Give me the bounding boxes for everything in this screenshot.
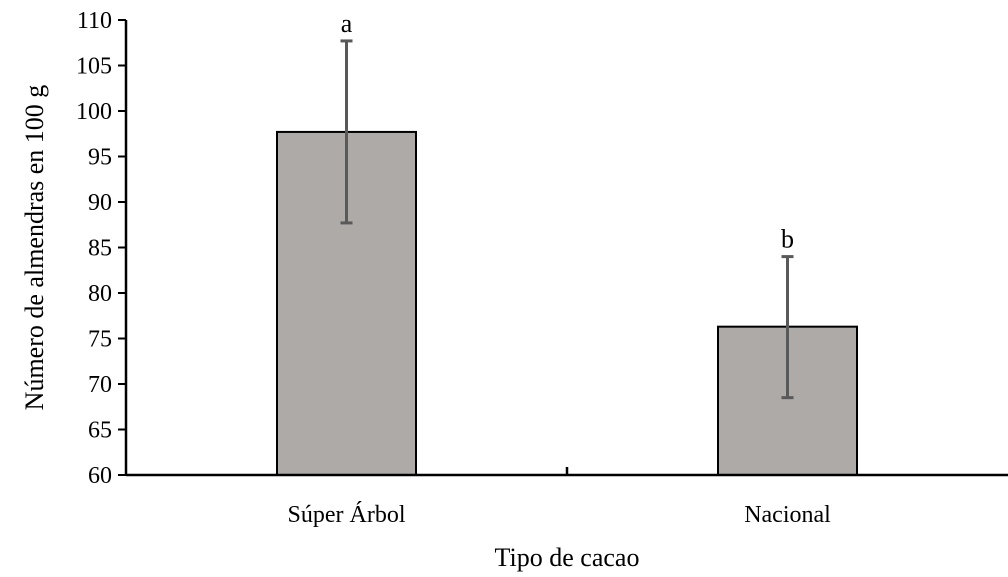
y-tick-label: 110 <box>77 8 112 34</box>
significance-label: b <box>781 225 794 254</box>
x-axis-title: Tipo de cacao <box>495 543 640 572</box>
y-tick-label: 80 <box>88 281 112 307</box>
y-tick-label: 85 <box>88 236 112 262</box>
x-tick-label: Nacional <box>744 502 831 528</box>
y-tick-label: 70 <box>88 372 112 398</box>
significance-label: a <box>341 9 353 38</box>
bars-group <box>276 130 858 477</box>
x-axis-ticks: Súper Árbol Nacional <box>288 467 831 528</box>
significance-labels-group: ab <box>341 9 794 254</box>
y-tick-label: 95 <box>88 145 112 171</box>
y-tick-label: 75 <box>88 327 112 353</box>
error-bars-group <box>340 39 794 400</box>
x-tick-label: Súper Árbol <box>288 502 406 528</box>
y-tick-label: 105 <box>76 54 112 80</box>
y-tick-label: 100 <box>76 99 112 125</box>
y-tick-label: 90 <box>88 190 112 216</box>
y-axis-title: Número de almendras en 100 g <box>20 85 49 411</box>
y-axis-ticks: 60 65 70 75 80 85 90 95 100 105 110 <box>76 8 126 489</box>
y-tick-label: 60 <box>88 463 112 489</box>
y-tick-label: 65 <box>88 418 112 444</box>
